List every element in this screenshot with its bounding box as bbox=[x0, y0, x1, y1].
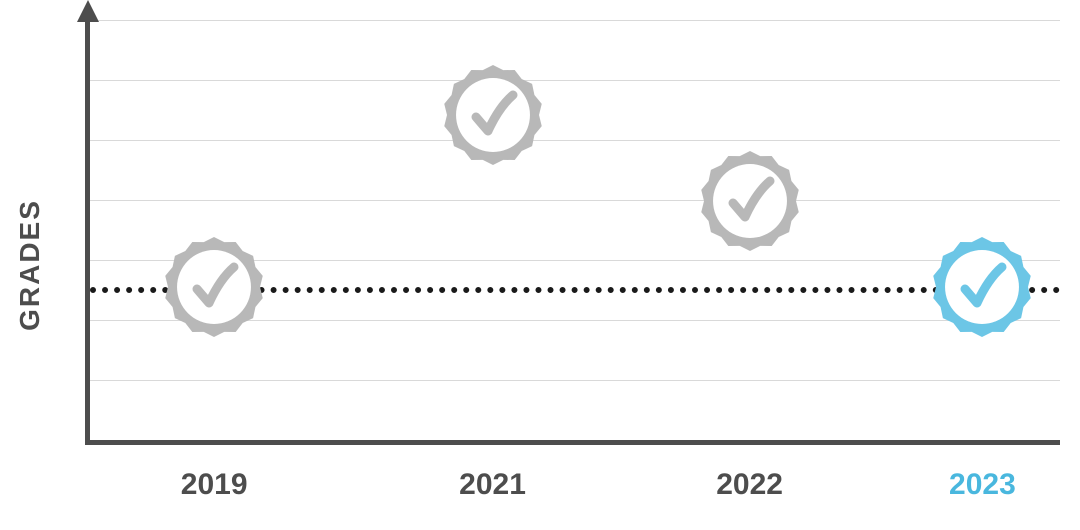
x-tick-label: 2022 bbox=[716, 468, 783, 502]
y-axis bbox=[85, 20, 90, 445]
x-axis bbox=[85, 440, 1060, 445]
grade-badge bbox=[164, 237, 264, 337]
x-tick-label: 2021 bbox=[459, 468, 526, 502]
plot-area: 2019202120222023 bbox=[90, 20, 1060, 440]
checkmark-seal-icon bbox=[700, 151, 800, 251]
x-tick-label-highlighted: 2023 bbox=[949, 468, 1016, 502]
y-axis-label-wrap: GRADES bbox=[10, 0, 50, 530]
gridline bbox=[90, 200, 1060, 201]
x-tick-label: 2019 bbox=[181, 468, 248, 502]
grade-badge-highlighted bbox=[932, 237, 1032, 337]
checkmark-seal-icon bbox=[443, 65, 543, 165]
y-axis-arrow-icon bbox=[77, 0, 99, 22]
gridline bbox=[90, 80, 1060, 81]
y-axis-label: GRADES bbox=[14, 199, 46, 331]
gridline bbox=[90, 20, 1060, 21]
checkmark-seal-icon bbox=[164, 237, 264, 337]
checkmark-seal-icon bbox=[932, 237, 1032, 337]
grade-badge bbox=[700, 151, 800, 251]
grade-badge bbox=[443, 65, 543, 165]
gridline bbox=[90, 380, 1060, 381]
grades-chart: GRADES 2019202120222023 bbox=[0, 0, 1080, 530]
gridline bbox=[90, 140, 1060, 141]
